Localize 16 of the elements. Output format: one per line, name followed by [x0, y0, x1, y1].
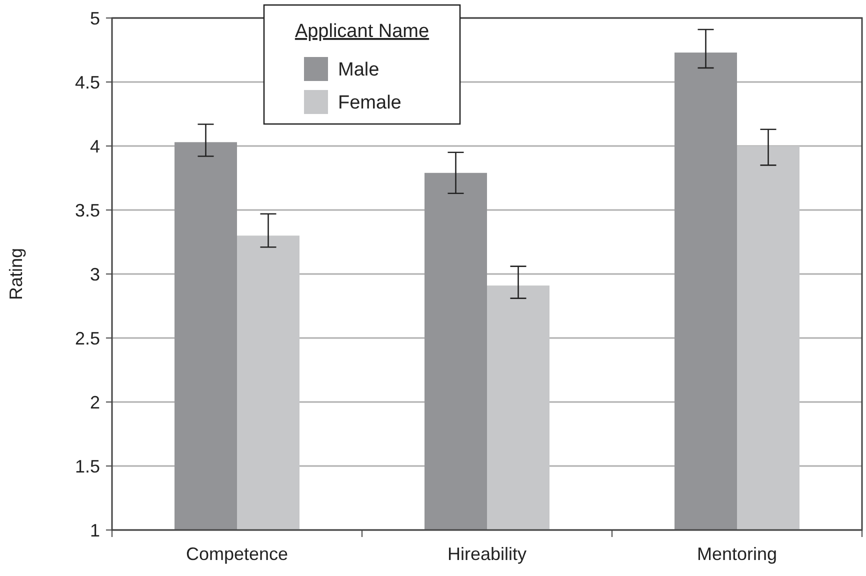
x-tick-label: Hireability: [447, 544, 527, 564]
x-tick-label: Competence: [186, 544, 288, 564]
legend-label: Female: [338, 92, 402, 114]
y-tick-label: 3.5: [74, 200, 100, 220]
y-tick-label: 4: [90, 136, 100, 156]
y-tick-label: 4.5: [74, 72, 100, 92]
y-tick-label: 2.5: [74, 328, 100, 348]
y-tick-label: 2: [90, 392, 100, 412]
legend-label: Male: [338, 60, 380, 81]
y-axis-title: Rating: [6, 248, 26, 300]
x-tick-label: Mentoring: [696, 544, 778, 564]
y-tick-label: 1.5: [74, 456, 100, 476]
y-tick-label: 3: [90, 264, 100, 284]
legend-title: Applicant Name: [294, 21, 430, 42]
y-tick-label: 5: [90, 8, 100, 28]
y-tick-label: 1: [90, 520, 100, 540]
